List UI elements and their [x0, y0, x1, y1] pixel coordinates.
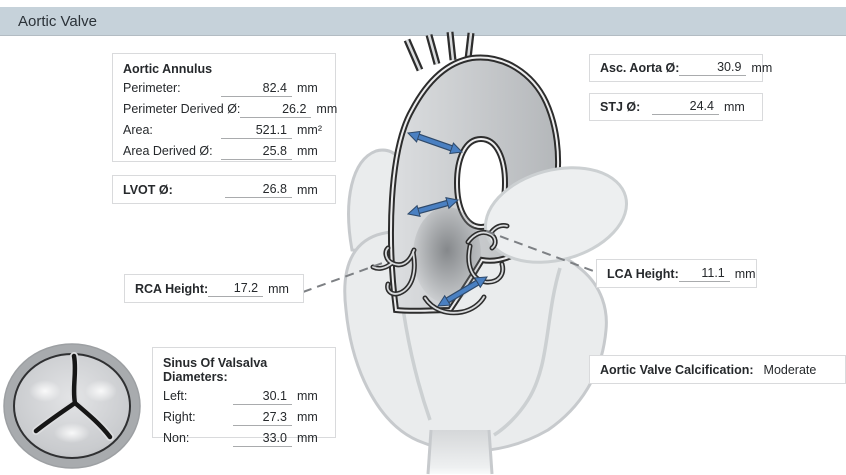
- rca-height-panel: RCA Height: 17.2 mm: [124, 274, 304, 303]
- area-derived-label: Area Derived Ø:: [123, 144, 213, 158]
- lca-height-panel: LCA Height: 11.1 mm: [596, 259, 757, 288]
- area-unit: mm²: [297, 123, 322, 137]
- stj-label: STJ Ø:: [600, 100, 641, 114]
- sinus-non-value-field[interactable]: 33.0: [233, 431, 292, 447]
- area-row: Area: 521.1 mm²: [123, 123, 325, 139]
- calcification-value[interactable]: Moderate: [763, 362, 817, 377]
- lca-leader-line: [485, 230, 597, 273]
- aortic-annulus-panel: Aortic Annulus Perimeter: 82.4 mm Perime…: [112, 53, 337, 162]
- asc-aorta-value-field[interactable]: 30.9: [679, 60, 747, 76]
- sinus-non-unit: mm: [297, 431, 318, 445]
- section-header: Aortic Valve: [0, 7, 846, 36]
- aortic-annulus-title: Aortic Annulus: [123, 62, 213, 76]
- sinus-non-label: Non:: [163, 431, 190, 445]
- aortic-arch-branches: [403, 31, 475, 72]
- aortic-valve-cross-section-illustration: [3, 343, 141, 469]
- perimeter-unit: mm: [297, 81, 318, 95]
- perimeter-label: Perimeter:: [123, 81, 181, 95]
- aorta-illustration: [388, 54, 562, 314]
- sinus-non-row: Non: 33.0 mm: [163, 431, 325, 447]
- sinus-right-label: Right:: [163, 410, 196, 424]
- leader-lines: [302, 230, 597, 293]
- area-derived-value-field[interactable]: 25.8: [221, 144, 292, 160]
- area-label: Area:: [123, 123, 153, 137]
- sinus-of-valsalva-title: Sinus Of Valsalva Diameters:: [163, 356, 268, 384]
- lvot-label: LVOT Ø:: [123, 182, 173, 197]
- sinus-right-row: Right: 27.3 mm: [163, 410, 325, 426]
- perimeter-row: Perimeter: 82.4 mm: [123, 81, 325, 97]
- annulus-arrow: [437, 276, 488, 307]
- asc-aorta-panel: Asc. Aorta Ø: 30.9 mm: [589, 54, 772, 82]
- sinus-left-row: Left: 30.1 mm: [163, 389, 325, 405]
- perimeter-derived-value-field[interactable]: 26.2: [240, 102, 312, 118]
- page-title: Aortic Valve: [18, 12, 97, 30]
- rca-leader-line: [302, 260, 389, 293]
- area-derived-row: Area Derived Ø: 25.8 mm: [123, 144, 325, 160]
- stj-panel: STJ Ø: 24.4 mm: [589, 93, 763, 121]
- calcification-label: Aortic Valve Calcification:: [600, 362, 754, 377]
- sinus-left-label: Left:: [163, 389, 188, 403]
- stj-arrow: [406, 130, 464, 155]
- aortic-root-detail: [370, 223, 510, 316]
- asc-aorta-label: Asc. Aorta Ø:: [600, 61, 680, 75]
- measurement-arrows: [406, 130, 488, 307]
- sinus-right-unit: mm: [297, 410, 318, 424]
- perimeter-derived-row: Perimeter Derived Ø: 26.2 mm: [123, 102, 337, 118]
- area-value-field[interactable]: 521.1: [221, 123, 292, 139]
- lvot-panel: LVOT Ø: 26.8 mm: [112, 175, 336, 204]
- area-derived-unit: mm: [297, 144, 318, 158]
- rca-height-unit: mm: [268, 281, 289, 296]
- stj-unit: mm: [724, 100, 745, 114]
- perimeter-derived-label: Perimeter Derived Ø:: [123, 102, 241, 116]
- asc-aorta-unit: mm: [751, 61, 773, 75]
- lvot-value-field[interactable]: 26.8: [225, 182, 292, 198]
- sinus-left-value-field[interactable]: 30.1: [233, 389, 292, 405]
- sinus-arrow: [406, 197, 460, 217]
- lca-height-label: LCA Height:: [607, 266, 679, 281]
- sinus-of-valsalva-panel: Sinus Of Valsalva Diameters: Left: 30.1 …: [152, 347, 336, 447]
- perimeter-value-field[interactable]: 82.4: [221, 81, 292, 97]
- sinus-right-value-field[interactable]: 27.3: [233, 410, 292, 426]
- calcification-panel: Aortic Valve Calcification: Moderate: [589, 355, 846, 384]
- sinus-left-unit: mm: [297, 389, 318, 403]
- lvot-unit: mm: [297, 182, 318, 197]
- perimeter-derived-unit: mm: [316, 102, 338, 116]
- lca-height-unit: mm: [734, 266, 756, 281]
- heart-silhouette: [343, 148, 608, 475]
- stj-value-field[interactable]: 24.4: [652, 99, 719, 115]
- lca-height-value-field[interactable]: 11.1: [678, 266, 730, 282]
- rca-height-value-field[interactable]: 17.2: [208, 281, 264, 297]
- rca-height-label: RCA Height:: [135, 281, 209, 296]
